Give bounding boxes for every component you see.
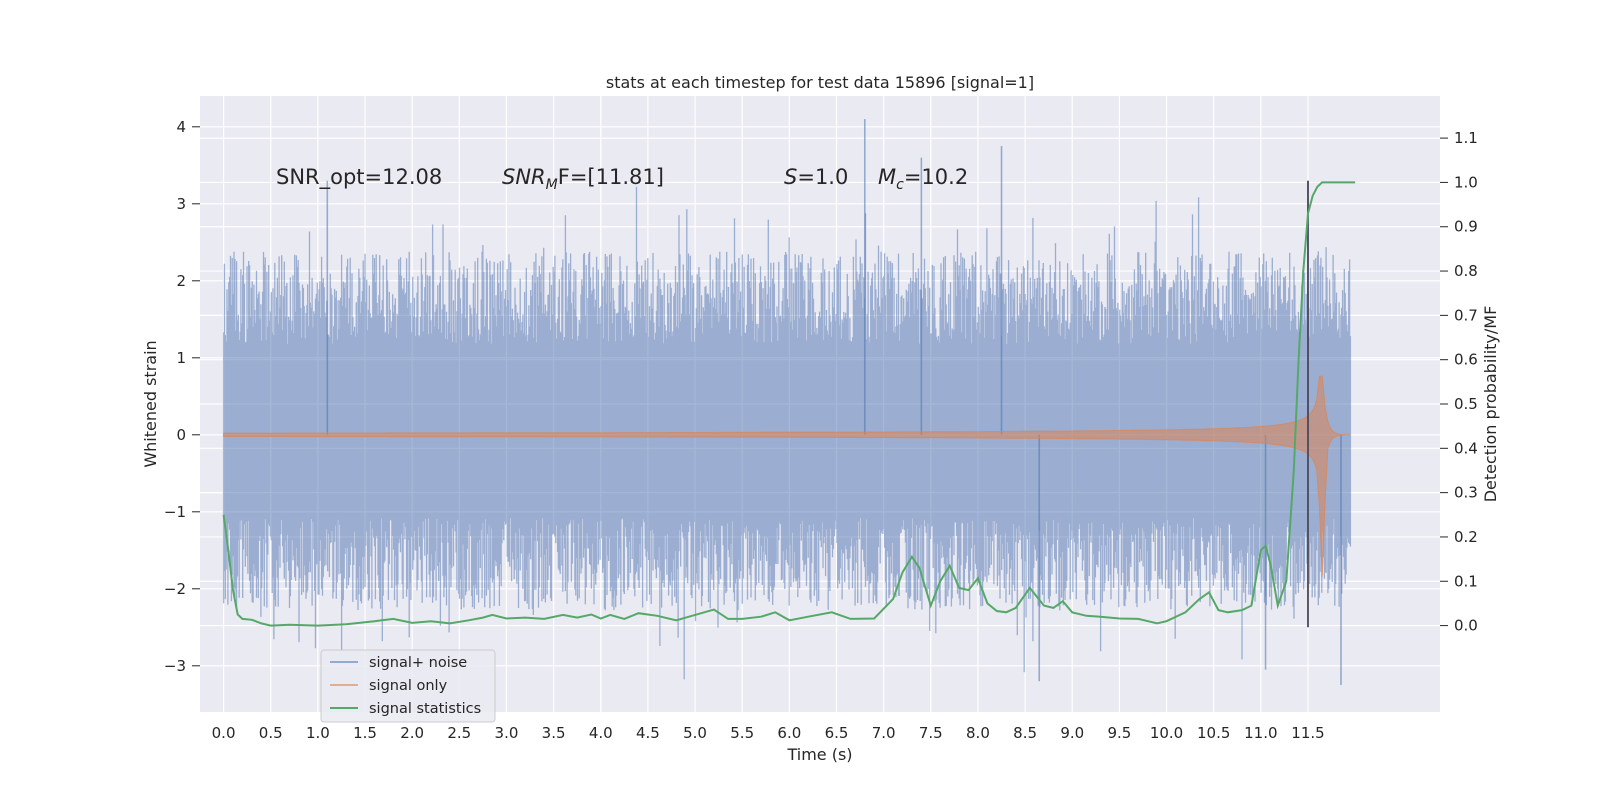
x-tick-label: 0.5 (259, 724, 283, 742)
y-tick-label-left: −3 (164, 657, 186, 675)
y-axis-left-ticks: −3 −2 −1 0 1 2 3 4 (164, 118, 200, 675)
x-tick-label: 8.5 (1013, 724, 1037, 742)
y-tick-label-left: −2 (164, 580, 186, 598)
y-tick-label-left: 2 (176, 272, 186, 290)
y-axis-right-label: Detection probability/MF (1481, 306, 1500, 503)
x-tick-label: 2.0 (400, 724, 424, 742)
y-axis-right-ticks: 0.0 0.1 0.2 0.3 0.4 0.5 0.6 0.7 0.8 0.9 1.0 1.1 (1440, 129, 1478, 635)
x-tick-label: 10.0 (1150, 724, 1183, 742)
y-tick-label-left: −1 (164, 503, 186, 521)
y-tick-label-left: 1 (176, 349, 186, 367)
y-tick-label-right: 0.5 (1454, 395, 1478, 413)
annotation-mc-rest: =10.2 (904, 165, 968, 189)
x-tick-label: 5.5 (730, 724, 754, 742)
annotation-snr-opt: SNR_opt=12.08 (276, 165, 442, 190)
annotation-snr-mf-rest: F=[11.81] (558, 165, 664, 189)
series-signal-only (223, 375, 1351, 577)
x-tick-label: 0.0 (212, 724, 236, 742)
y-tick-label-right: 1.1 (1454, 129, 1478, 147)
legend-box (320, 649, 496, 723)
legend: signal+ noise signal only signal statist… (320, 649, 496, 723)
x-tick-label: 7.0 (872, 724, 896, 742)
annotation-snr-mf: SNRMF=[11.81] (502, 165, 664, 193)
x-tick-label: 2.5 (447, 724, 471, 742)
legend-label-signal-statistics: signal statistics (369, 701, 481, 717)
y-tick-label-right: 0.7 (1454, 306, 1478, 324)
annotation-s-italic: S (784, 165, 797, 189)
x-tick-label: 3.5 (542, 724, 566, 742)
x-tick-label: 6.0 (777, 724, 801, 742)
y-tick-label-left: 0 (176, 426, 186, 444)
x-tick-label: 11.5 (1291, 724, 1324, 742)
series-signal-statistics (222, 181, 1356, 627)
y-tick-label-left: 4 (176, 118, 186, 136)
signal-statistics-line (222, 181, 1356, 627)
x-tick-label: 6.5 (825, 724, 849, 742)
x-tick-label: 1.0 (306, 724, 330, 742)
y-tick-label-right: 0.6 (1454, 351, 1478, 369)
x-tick-label: 10.5 (1197, 724, 1230, 742)
legend-label-signal-noise: signal+ noise (369, 655, 467, 671)
x-tick-label: 4.0 (589, 724, 613, 742)
y-tick-label-right: 0.2 (1454, 528, 1478, 546)
y-axis-left-label: Whitened strain (141, 340, 160, 467)
x-tick-label: 9.5 (1107, 724, 1131, 742)
x-tick-label: 11.0 (1244, 724, 1277, 742)
annotation-snr-mf-main: SNR (502, 165, 546, 189)
y-tick-label-right: 0.8 (1454, 262, 1478, 280)
annotation-mc: Mc=10.2 (878, 165, 968, 193)
chart-title: stats at each timestep for test data 158… (606, 73, 1034, 92)
x-tick-label: 9.0 (1060, 724, 1084, 742)
y-tick-label-right: 1.0 (1454, 173, 1478, 191)
annotation-s-rest: =1.0 (797, 165, 848, 189)
x-tick-label: 4.5 (636, 724, 660, 742)
x-tick-label: 3.0 (495, 724, 519, 742)
x-tick-label: 1.5 (353, 724, 377, 742)
x-tick-label: 5.0 (683, 724, 707, 742)
y-tick-label-right: 0.1 (1454, 572, 1478, 590)
y-tick-label-left: 3 (176, 195, 186, 213)
annotation-mc-main: M (878, 165, 896, 189)
annotation-s: S=1.0 (784, 165, 848, 189)
legend-label-signal-only: signal only (369, 678, 448, 694)
annotation-mc-sub: c (896, 177, 904, 193)
x-axis-label: Time (s) (786, 745, 852, 764)
y-tick-label-right: 0.0 (1454, 617, 1478, 635)
x-tick-label: 7.5 (919, 724, 943, 742)
x-tick-label: 8.0 (966, 724, 990, 742)
y-tick-label-right: 0.4 (1454, 439, 1478, 457)
annotation-snr-mf-sub: M (546, 177, 558, 193)
y-tick-label-right: 0.9 (1454, 218, 1478, 236)
y-tick-label-right: 0.3 (1454, 484, 1478, 502)
x-axis-ticks: 0.0 0.5 1.0 1.5 2.0 2.5 3.0 3.5 4.0 4.5 5.0 5.5 6.0 6… (212, 724, 1325, 742)
signal-only-trace (223, 375, 1351, 577)
